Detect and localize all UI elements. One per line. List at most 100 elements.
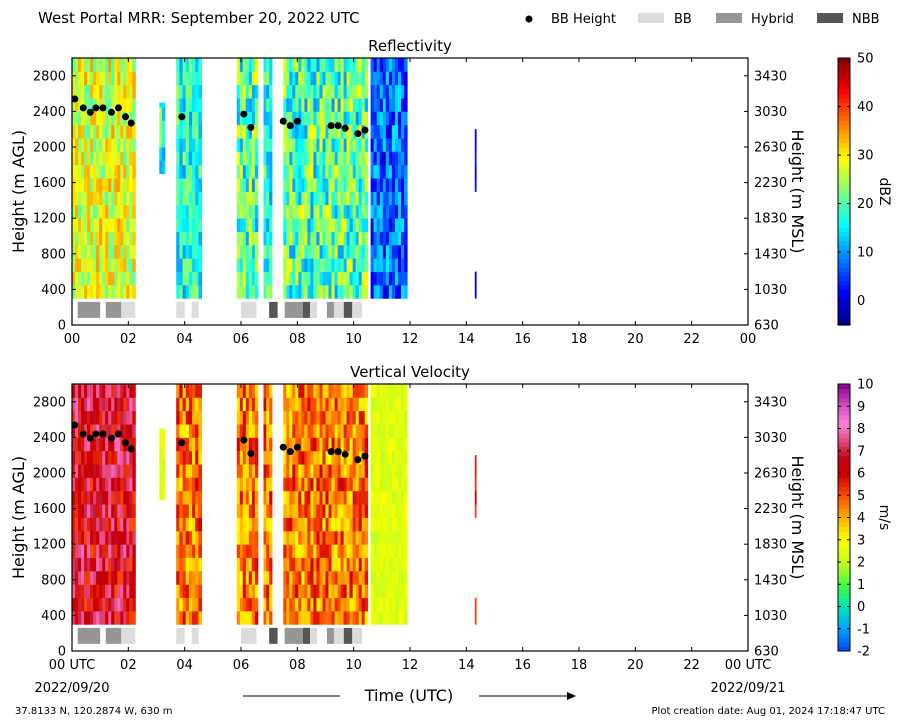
colorbar-segment: [838, 94, 850, 99]
data-cell: [371, 518, 375, 532]
data-cell: [123, 85, 126, 99]
x-tick-label: 10: [345, 658, 362, 673]
bb-class-segment: [106, 628, 121, 644]
data-cell: [353, 218, 356, 232]
data-cell: [329, 518, 332, 532]
data-cell: [298, 165, 301, 179]
data-cell: [249, 411, 252, 425]
data-cell: [111, 258, 114, 272]
data-cell: [255, 518, 258, 532]
data-cell: [189, 411, 193, 425]
x-tick-label: 20: [627, 658, 644, 673]
data-cell: [304, 504, 307, 518]
data-cell: [102, 178, 105, 192]
data-cell: [132, 178, 135, 192]
colorbar-segment: [838, 209, 850, 214]
data-cell: [120, 584, 123, 598]
data-cell: [183, 491, 187, 505]
data-cell: [198, 192, 202, 206]
data-cell: [111, 384, 114, 398]
data-cell: [117, 464, 120, 478]
data-cell: [475, 151, 477, 165]
y-tick-label-right: 1830: [754, 212, 787, 227]
data-cell: [75, 232, 78, 246]
colorbar-segment: [838, 464, 850, 469]
data-cell: [310, 397, 313, 411]
data-cell: [338, 178, 341, 192]
data-cell: [252, 397, 255, 411]
bb-height-point: [115, 104, 122, 111]
data-cell: [240, 451, 243, 465]
data-cell: [179, 477, 183, 491]
data-cell: [353, 272, 356, 286]
data-cell: [195, 598, 199, 612]
bb-height-point: [122, 439, 129, 446]
data-cell: [75, 192, 78, 206]
colorbar-label: m/s: [876, 505, 892, 531]
colorbar-segment: [838, 258, 850, 263]
data-cell: [310, 451, 313, 465]
colorbar-segment: [838, 71, 850, 76]
data-cell: [335, 544, 338, 558]
data-cell: [329, 98, 332, 112]
data-cell: [329, 424, 332, 438]
data-cell: [240, 424, 243, 438]
data-cell: [298, 504, 301, 518]
data-cell: [389, 437, 393, 451]
data-cell: [183, 138, 187, 152]
data-cell: [252, 178, 255, 192]
data-cell: [189, 138, 193, 152]
data-cell: [126, 218, 129, 232]
data-cell: [310, 258, 313, 272]
data-cell: [347, 218, 350, 232]
data-cell: [176, 451, 180, 465]
data-cell: [195, 437, 199, 451]
vertical-velocity-panel: Vertical Velocity00 UTC 02 04 06 08 10 12 14 16 1…: [9, 363, 892, 673]
data-cell: [359, 58, 362, 72]
data-cell: [383, 477, 387, 491]
data-cell: [341, 531, 344, 545]
data-cell: [84, 518, 87, 532]
colorbar-segment: [838, 312, 850, 317]
data-cell: [84, 138, 87, 152]
data-cell: [198, 125, 202, 139]
data-cell: [87, 411, 90, 425]
data-cell: [266, 192, 269, 206]
data-cell: [329, 218, 332, 232]
data-cell: [395, 138, 399, 152]
data-cell: [329, 138, 332, 152]
data-cell: [105, 125, 108, 139]
data-cell: [189, 384, 193, 398]
data-cell: [186, 178, 190, 192]
data-cell: [404, 151, 408, 165]
data-cell: [264, 245, 267, 259]
data-cell: [304, 258, 307, 272]
data-cell: [371, 544, 375, 558]
colorbar-segment: [838, 303, 850, 308]
data-cell: [108, 205, 111, 219]
data-cell: [301, 491, 304, 505]
data-cell: [183, 285, 187, 299]
data-cell: [350, 205, 353, 219]
data-cell: [374, 151, 378, 165]
data-cell: [404, 192, 408, 206]
data-cell: [338, 138, 341, 152]
data-cell: [398, 272, 402, 286]
data-cell: [99, 384, 102, 398]
data-cell: [362, 178, 365, 192]
data-cell: [108, 178, 111, 192]
legend: BB Height BB Hybrid NBB: [526, 12, 880, 27]
data-cell: [353, 258, 356, 272]
data-cell: [289, 504, 292, 518]
data-cell: [255, 531, 258, 545]
data-cell: [198, 258, 202, 272]
data-cell: [269, 504, 272, 518]
data-cell: [255, 477, 258, 491]
data-cell: [383, 558, 387, 572]
data-cell: [374, 205, 378, 219]
data-cell: [383, 165, 387, 179]
data-cell: [93, 192, 96, 206]
data-cell: [377, 71, 381, 85]
data-cell: [395, 584, 399, 598]
data-cell: [269, 451, 272, 465]
